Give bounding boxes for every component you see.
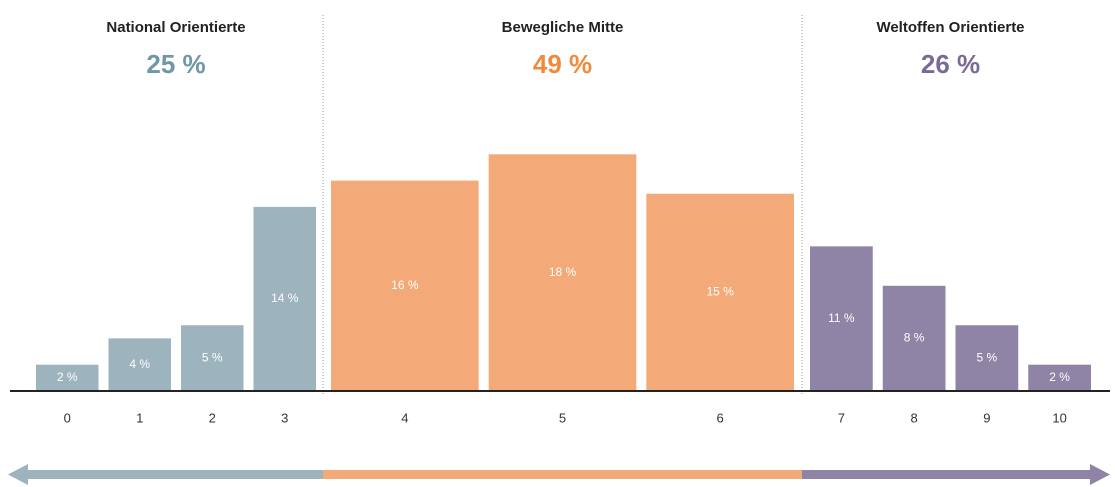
x-tick-label: 2 [209,410,216,425]
value-label: 18 % [549,265,577,279]
bar [1028,364,1091,391]
bar [181,325,244,391]
group-share: 25 % [146,49,205,79]
bar [488,154,637,391]
bar [253,206,316,391]
value-label: 5 % [202,350,223,364]
x-tick-label: 8 [911,410,918,425]
bar [882,285,946,391]
arrow-segment [323,470,802,479]
group-share: 49 % [533,49,592,79]
group-title: Bewegliche Mitte [502,19,624,36]
x-tick-label: 9 [983,410,990,425]
value-label: 15 % [706,285,734,299]
bar [955,325,1019,391]
arrow-segment [802,470,1096,479]
x-tick-label: 4 [401,410,408,425]
x-tick-label: 6 [717,410,724,425]
bar [36,364,99,391]
value-label: 11 % [828,311,855,325]
arrow-head [8,464,28,485]
bar [810,246,873,391]
group-title: National Orientierte [106,19,245,36]
x-tick-label: 7 [838,410,845,425]
bar [108,338,171,391]
value-label: 2 % [1049,370,1070,384]
value-label: 16 % [391,278,419,292]
value-label: 8 % [904,331,925,345]
bar [331,180,479,391]
value-label: 4 % [129,357,150,371]
x-tick-label: 5 [559,410,566,425]
x-tick-label: 10 [1052,410,1066,425]
group-share: 26 % [921,49,980,79]
arrow-head [1090,464,1110,485]
value-label: 14 % [271,291,299,305]
value-label: 2 % [57,370,78,384]
bar [646,193,794,391]
x-tick-label: 0 [64,410,71,425]
group-title: Weltoffen Orientierte [876,19,1024,36]
x-tick-label: 3 [281,410,288,425]
value-label: 5 % [977,350,998,364]
x-tick-label: 1 [136,410,143,425]
arrow-segment [24,470,323,479]
